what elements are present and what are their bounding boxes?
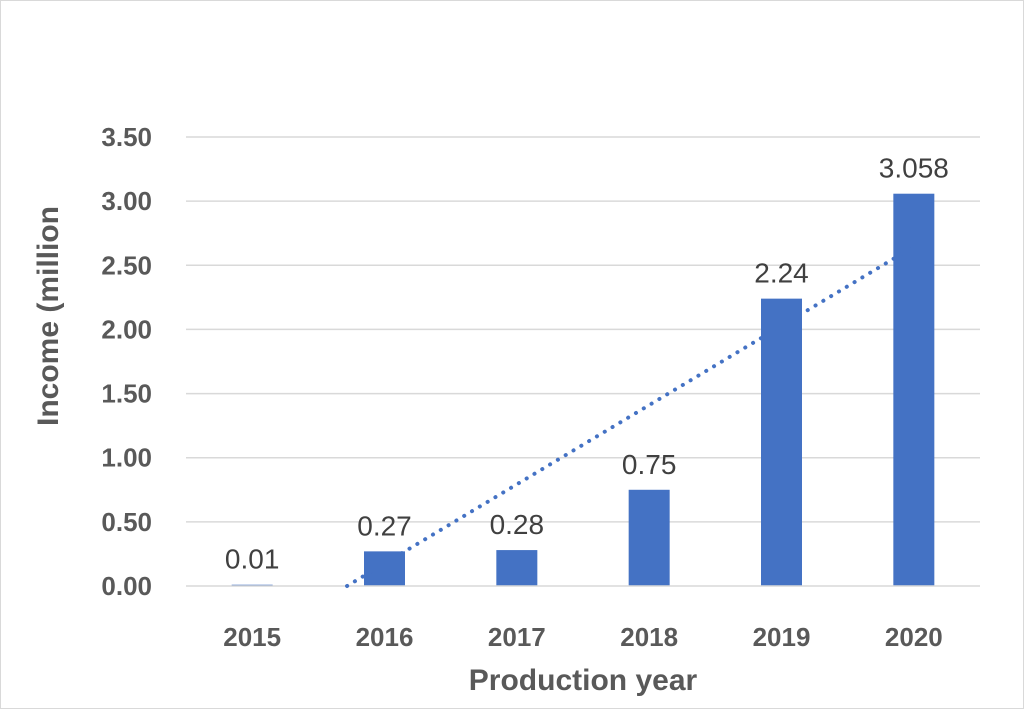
data-label: 0.27	[357, 510, 412, 541]
y-tick-label: 2.50	[101, 250, 152, 280]
bar	[761, 298, 802, 586]
gridlines	[186, 136, 980, 523]
x-axis-title: Production year	[469, 664, 698, 697]
y-tick-label: 0.50	[101, 507, 152, 537]
y-tick-label: 1.50	[101, 379, 152, 409]
data-label: 2.24	[754, 258, 809, 289]
x-tick-label: 2017	[488, 622, 546, 652]
x-tick-label: 2018	[620, 622, 678, 652]
trendline	[345, 244, 916, 588]
data-label: 0.75	[622, 449, 677, 480]
y-tick-label: 2.00	[101, 314, 152, 344]
y-axis-ticks: 0.00 0.50 1.00 1.50 2.00 2.50 3.00 3.50	[101, 122, 152, 601]
data-label: 0.28	[490, 509, 545, 540]
x-tick-label: 2019	[753, 622, 811, 652]
x-tick-label: 2020	[885, 622, 943, 652]
y-tick-label: 3.50	[101, 122, 152, 152]
y-tick-label: 3.00	[101, 186, 152, 216]
bar	[893, 193, 935, 587]
data-labels: 0.01 0.27 0.28 0.75 2.24 3.058	[225, 153, 949, 575]
data-label: 3.058	[879, 153, 949, 184]
bar	[628, 489, 670, 586]
bar	[364, 551, 405, 586]
bar	[496, 550, 538, 586]
x-axis-ticks: 2015 2016 2017 2018 2019 2020	[223, 622, 943, 652]
x-tick-label: 2016	[356, 622, 414, 652]
y-tick-label: 0.00	[101, 571, 152, 601]
x-tick-label: 2015	[223, 622, 281, 652]
y-axis-title: Income (million	[32, 206, 65, 426]
bars	[231, 193, 935, 587]
y-tick-label: 1.00	[101, 443, 152, 473]
data-label: 0.01	[225, 544, 280, 575]
